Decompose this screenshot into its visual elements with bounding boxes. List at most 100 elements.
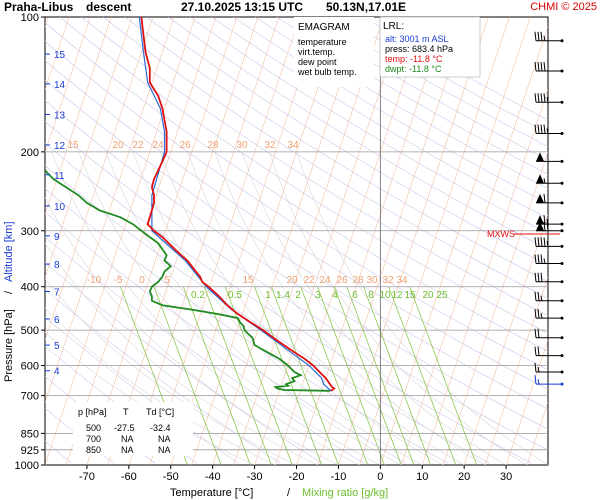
wind-barb-half bbox=[540, 295, 543, 301]
dry-adiabat bbox=[45, 236, 365, 464]
mixing-label: 3 bbox=[315, 290, 321, 301]
data-point-temp bbox=[147, 223, 149, 225]
isotherm-label: 32 bbox=[264, 140, 276, 151]
wind-barb-station bbox=[560, 244, 564, 248]
mixing-label: 8 bbox=[368, 290, 374, 301]
isotherm-label: 26 bbox=[336, 275, 348, 286]
wind-barb-feather bbox=[534, 124, 537, 134]
dry-adiabat bbox=[45, 79, 548, 410]
data-point-dew bbox=[52, 178, 54, 180]
data-point-temp bbox=[153, 194, 155, 196]
wind-barb-feather bbox=[540, 93, 543, 103]
wind-barb-feather bbox=[543, 124, 546, 134]
wind-barb-feather bbox=[537, 328, 540, 338]
p-tick-label: 1000 bbox=[15, 460, 39, 472]
isotherm-line bbox=[380, 17, 531, 465]
data-point-dew bbox=[243, 325, 245, 327]
dry-adiabat bbox=[45, 316, 239, 464]
data-point-temp bbox=[187, 260, 188, 262]
data-point-temp bbox=[262, 329, 264, 331]
wind-barb-half bbox=[546, 97, 549, 103]
data-point-temp bbox=[149, 82, 151, 83]
data-point-temp bbox=[272, 337, 274, 339]
x-tick-label: 30 bbox=[500, 471, 512, 483]
isotherm-label: 0 bbox=[139, 275, 145, 286]
dry-adiabat bbox=[45, 289, 281, 464]
data-point-dew bbox=[254, 344, 256, 346]
wind-barb-station bbox=[560, 159, 564, 163]
isotherm-line bbox=[86, 17, 238, 465]
dry-adiabat bbox=[45, 376, 156, 464]
table-cell-p-500: 500 bbox=[86, 423, 101, 433]
wind-barb-feather bbox=[534, 254, 537, 264]
data-point-wet bbox=[308, 365, 310, 367]
mixing-ratio-labels: 0.2 0.5 1 1.4 2 3 4 6 8 10 12 15 20 25 bbox=[191, 290, 448, 301]
wind-barb-half bbox=[546, 219, 549, 225]
data-point-temp bbox=[226, 304, 228, 306]
isotherm-line bbox=[45, 17, 154, 341]
wind-barb-feather bbox=[534, 362, 537, 373]
dry-adiabat bbox=[45, 22, 548, 352]
p-tick-label: 500 bbox=[21, 325, 39, 337]
x-axis-label-separator: / bbox=[287, 487, 291, 499]
dry-adiabat bbox=[45, 345, 198, 464]
table-header-t: T bbox=[123, 407, 129, 417]
data-point-wet bbox=[164, 130, 165, 132]
alt-tick-label: 6 bbox=[54, 315, 60, 326]
data-point-dew bbox=[237, 317, 239, 319]
wind-barb-feather bbox=[534, 93, 537, 103]
isotherm-label: 34 bbox=[287, 140, 299, 151]
data-point-temp bbox=[153, 202, 155, 204]
flight-phase: descent bbox=[86, 0, 131, 14]
wind-barb bbox=[534, 346, 564, 358]
data-point-dew bbox=[99, 209, 100, 211]
wind-barb-feather bbox=[537, 291, 540, 301]
wind-barb bbox=[534, 375, 564, 386]
wind-barb-pennant bbox=[536, 152, 544, 162]
dry-adiabat bbox=[81, 17, 548, 317]
data-point-temp bbox=[140, 17, 142, 18]
dry-adiabat bbox=[124, 17, 548, 282]
data-point-temp bbox=[149, 67, 151, 69]
data-point-dew bbox=[247, 333, 249, 335]
mixing-line bbox=[300, 286, 369, 465]
wind-barb-pennant bbox=[536, 174, 544, 184]
wind-barb-station bbox=[560, 262, 564, 266]
wind-barb-feather bbox=[534, 31, 537, 41]
data-point-temp bbox=[195, 271, 197, 273]
data-point-wet bbox=[205, 286, 207, 288]
x-axis-label-mixing: Mixing ratio [g/kg] bbox=[302, 487, 388, 499]
data-point-temp bbox=[199, 276, 201, 278]
data-point-dew bbox=[164, 271, 165, 273]
isotherm-label: 22 bbox=[132, 140, 144, 151]
wind-barb-feather bbox=[540, 124, 543, 134]
y-axis-label-separator: / bbox=[3, 290, 15, 294]
data-point-temp bbox=[166, 130, 168, 132]
dry-adiabat bbox=[45, 41, 548, 371]
wind-barb-station bbox=[560, 354, 564, 358]
p-tick-label: 400 bbox=[21, 282, 39, 294]
data-point-temp bbox=[293, 351, 295, 353]
p-tick-label: 100 bbox=[21, 12, 39, 24]
wind-barb-station bbox=[560, 222, 564, 226]
lrl-title: LRL: bbox=[383, 21, 404, 32]
wind-barb-feather bbox=[540, 272, 543, 282]
wind-barb-feather bbox=[537, 346, 540, 356]
wind-barb-feather bbox=[534, 237, 537, 247]
altitude-ticks: 15 14 13 12 11 10 9 8 7 6 5 4 bbox=[45, 50, 66, 378]
wind-barb bbox=[534, 61, 564, 73]
dry-adiabat bbox=[45, 60, 548, 390]
wind-barb-feather bbox=[546, 221, 549, 231]
wind-barb bbox=[534, 272, 564, 284]
isotherm-label: 5 bbox=[164, 275, 170, 286]
data-point-dew bbox=[266, 351, 268, 353]
dry-adiabat bbox=[146, 17, 548, 266]
dry-adiabat bbox=[45, 121, 548, 451]
isotherm-label: 28 bbox=[352, 275, 364, 286]
table-cell-p-700: 700 bbox=[86, 434, 101, 444]
isotherm-line bbox=[45, 17, 133, 279]
data-point-dew bbox=[157, 242, 159, 244]
lrl-box: LRL: alt: 3001 m ASL press: 683.4 hPa te… bbox=[379, 16, 481, 78]
wind-barb-half bbox=[540, 313, 543, 319]
wind-barb-station bbox=[560, 336, 564, 340]
